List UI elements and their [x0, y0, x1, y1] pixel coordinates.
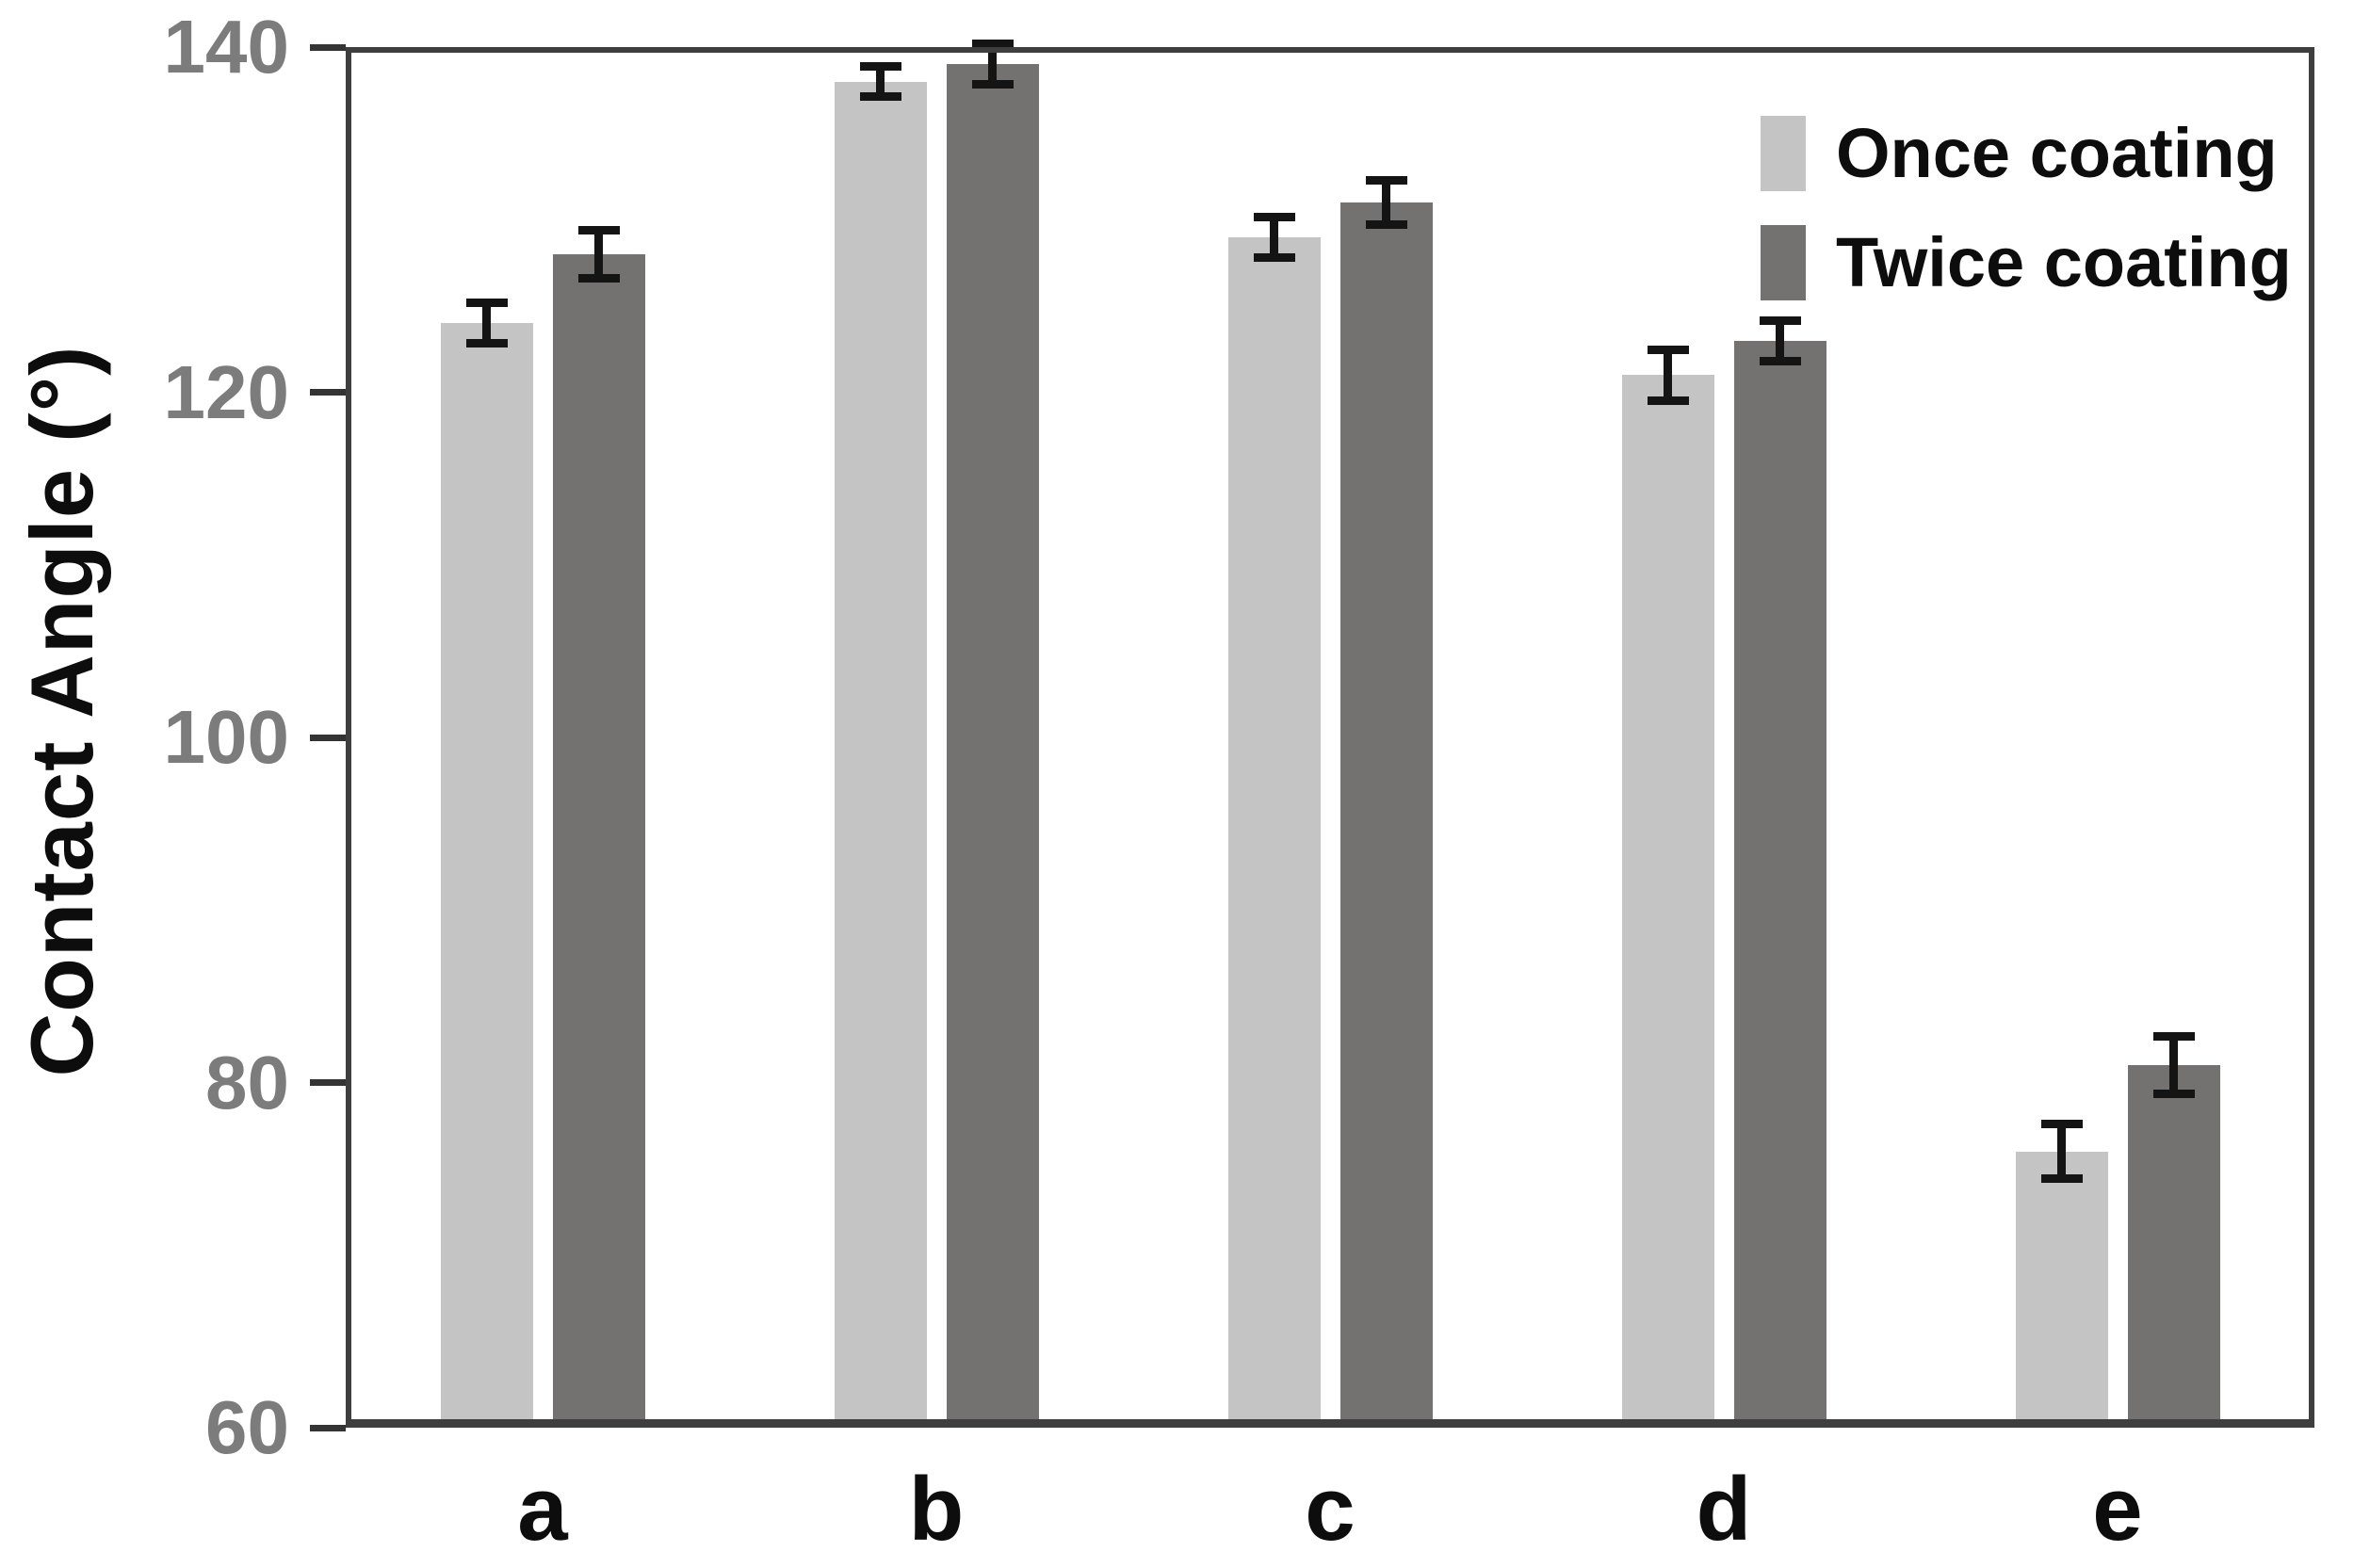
error-bar-b-once-coating — [859, 62, 901, 102]
y-tick-80 — [310, 1079, 346, 1086]
y-tick-label-120: 120 — [163, 349, 289, 434]
error-bar-cap-top — [971, 40, 1014, 49]
plot-area: Once coating Twice coating 140 120 100 80 60 a… — [164, 9, 2314, 1560]
error-bar-a-twice-coating — [577, 226, 620, 283]
error-bar-stem — [1382, 180, 1390, 225]
error-bar-cap-bottom — [577, 273, 620, 283]
y-tick-120 — [310, 389, 346, 396]
x-category-label-d: d — [1696, 1459, 1752, 1560]
error-bar-cap-top — [2040, 1120, 2083, 1129]
legend-swatch-twice-coating — [1761, 225, 1806, 300]
error-bar-stem — [1664, 348, 1672, 401]
bar-a-once-coating — [440, 323, 533, 1428]
error-bar-cap-bottom — [1647, 396, 1689, 405]
legend-label-twice-coating: Twice coating — [1836, 223, 2292, 301]
error-bar-cap-top — [2152, 1032, 2195, 1042]
error-bar-d-twice-coating — [1759, 315, 1801, 365]
bar-b-twice-coating — [946, 64, 1039, 1428]
error-bar-stem — [594, 230, 603, 279]
error-bar-cap-bottom — [971, 80, 1014, 89]
y-tick-label-140: 140 — [163, 5, 289, 89]
bar-d-twice-coating — [1733, 340, 1826, 1428]
error-bar-cap-bottom — [2040, 1174, 2083, 1184]
x-category-label-b: b — [908, 1459, 965, 1560]
legend-item-once-coating: Once coating — [1761, 115, 2292, 192]
bar-c-once-coating — [1227, 236, 1321, 1428]
y-tick-label-60: 60 — [205, 1385, 289, 1469]
y-tick-100 — [310, 734, 346, 741]
x-category-label-a: a — [517, 1459, 568, 1560]
error-bar-cap-top — [1365, 176, 1407, 186]
error-bar-stem — [482, 302, 491, 345]
y-tick-label-80: 80 — [205, 1040, 289, 1124]
error-bar-cap-top — [465, 299, 508, 308]
error-bar-c-twice-coating — [1365, 176, 1407, 229]
error-bar-cap-bottom — [859, 92, 901, 102]
error-bar-cap-top — [859, 62, 901, 72]
error-bar-cap-bottom — [1759, 356, 1801, 365]
error-bar-cap-top — [1253, 212, 1295, 221]
y-tick-label-100: 100 — [163, 695, 289, 779]
legend-swatch-once-coating — [1761, 116, 1806, 191]
error-bar-c-once-coating — [1253, 212, 1295, 262]
legend-item-twice-coating: Twice coating — [1761, 224, 2292, 301]
error-bar-a-once-coating — [465, 299, 508, 348]
error-bar-cap-top — [1759, 315, 1801, 325]
error-bar-b-twice-coating — [971, 40, 1014, 89]
error-bar-cap-bottom — [1365, 219, 1407, 229]
x-category-label-e: e — [2092, 1459, 2143, 1560]
error-bar-stem — [1776, 319, 1784, 362]
error-bar-cap-top — [1647, 345, 1689, 354]
bar-c-twice-coating — [1339, 202, 1433, 1428]
error-bar-stem — [988, 43, 997, 86]
y-tick-140 — [310, 43, 346, 51]
bar-a-twice-coating — [552, 253, 645, 1428]
error-bar-e-twice-coating — [2152, 1032, 2195, 1099]
error-bar-cap-top — [577, 226, 620, 235]
legend: Once coating Twice coating — [1761, 115, 2292, 333]
error-bar-stem — [1270, 216, 1278, 258]
error-bar-stem — [2169, 1036, 2178, 1095]
bar-b-once-coating — [834, 81, 927, 1428]
error-bar-cap-bottom — [1253, 252, 1295, 262]
bar-e-twice-coating — [2127, 1065, 2220, 1428]
error-bar-stem — [876, 66, 885, 98]
y-tick-60 — [310, 1424, 346, 1431]
error-bar-stem — [2057, 1123, 2066, 1180]
error-bar-e-once-coating — [2040, 1120, 2083, 1184]
x-category-label-c: c — [1305, 1459, 1356, 1560]
bar-d-once-coating — [1621, 375, 1714, 1428]
legend-label-once-coating: Once coating — [1836, 114, 2278, 192]
error-bar-d-once-coating — [1647, 345, 1689, 405]
bar-e-once-coating — [2015, 1151, 2108, 1428]
error-bar-cap-bottom — [465, 339, 508, 348]
error-bar-cap-bottom — [2152, 1090, 2195, 1099]
